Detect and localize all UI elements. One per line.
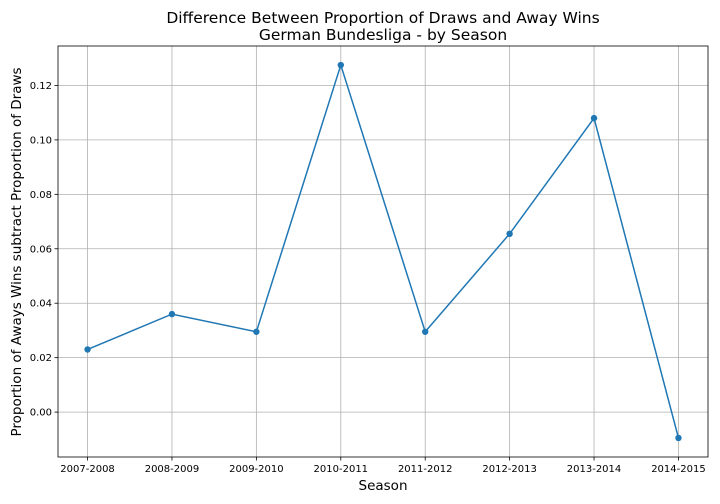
data-point xyxy=(84,346,91,353)
y-tick-label: 0.12 xyxy=(30,81,52,92)
tick-layer: 2007-2008 2008-2009 2009-2010 2010-2011 2011… xyxy=(30,81,706,475)
chart-title: Difference Between Proportion of Draws a… xyxy=(166,9,599,27)
plot-frame xyxy=(57,45,709,458)
x-axis-label: Season xyxy=(359,478,408,494)
y-tick-label: 0.00 xyxy=(30,408,52,419)
data-point xyxy=(253,328,260,335)
x-tick-label: 2007-2008 xyxy=(60,464,115,475)
x-tick-label: 2012-2013 xyxy=(482,464,537,475)
y-tick-label: 0.08 xyxy=(30,190,52,201)
data-point xyxy=(337,61,344,69)
y-tick-label: 0.02 xyxy=(30,353,52,364)
data-point xyxy=(590,114,598,122)
y-tick-label: 0.06 xyxy=(30,244,52,255)
x-tick-label: 2014-2015 xyxy=(651,464,706,475)
data-point xyxy=(506,230,513,238)
data-point xyxy=(422,328,429,335)
x-tick-label: 2010-2011 xyxy=(314,464,369,475)
data-point xyxy=(675,434,682,442)
x-tick-label: 2009-2010 xyxy=(229,464,284,475)
x-tick-label: 2008-2009 xyxy=(145,464,200,475)
grid-layer xyxy=(58,46,708,457)
x-tick-label: 2013-2014 xyxy=(567,464,622,475)
y-tick-label: 0.04 xyxy=(30,299,52,310)
data-point xyxy=(168,310,176,318)
x-tick-label: 2011-2012 xyxy=(398,464,453,475)
series-layer xyxy=(84,61,682,442)
series-line xyxy=(87,62,680,439)
chart-subtitle: German Bundesliga - by Season xyxy=(259,26,507,44)
y-axis-label: Proportion of Aways Wins subtract Propor… xyxy=(9,67,25,436)
y-tick-label: 0.10 xyxy=(30,135,52,146)
